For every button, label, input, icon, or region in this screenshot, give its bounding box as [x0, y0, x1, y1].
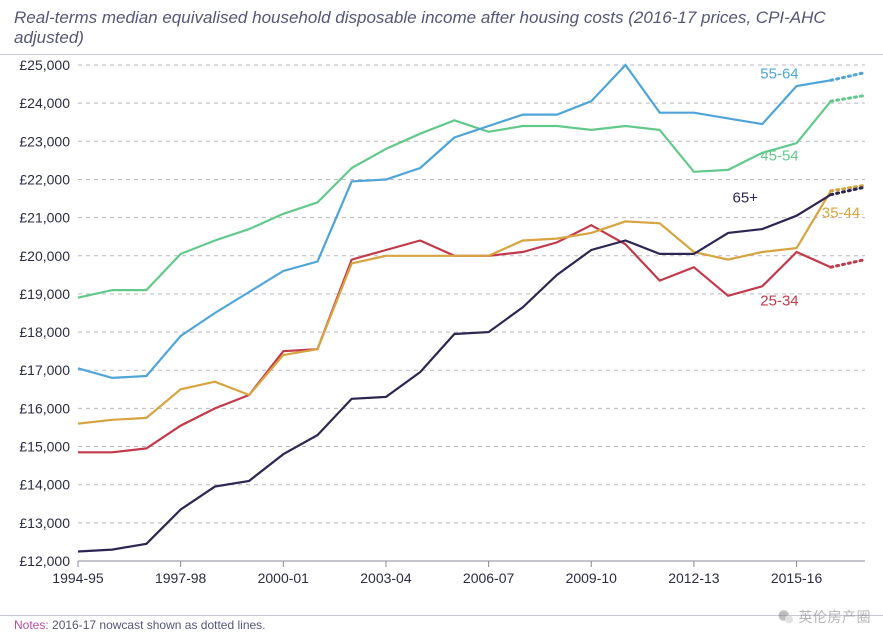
y-axis-label: £13,000 — [19, 515, 70, 531]
series-label-25-34: 25-34 — [760, 292, 798, 309]
y-axis-label: £19,000 — [19, 286, 70, 302]
x-axis-label: 2003-04 — [360, 570, 412, 586]
y-axis-label: £17,000 — [19, 362, 70, 378]
series-label-45-54: 45-54 — [760, 147, 798, 164]
y-axis-label: £24,000 — [19, 95, 70, 111]
nowcast-45-54 — [831, 96, 865, 102]
y-axis-label: £22,000 — [19, 171, 70, 187]
x-axis-label: 1994-95 — [52, 570, 104, 586]
series-label-55-64: 55-64 — [760, 65, 798, 82]
y-axis-label: £21,000 — [19, 210, 70, 226]
series-label-35-44: 35-44 — [822, 205, 860, 222]
x-axis-label: 2006-07 — [463, 570, 515, 586]
x-axis-label: 2012-13 — [668, 570, 720, 586]
series-55-64 — [78, 65, 831, 378]
y-axis-label: £18,000 — [19, 324, 70, 340]
series-35-44 — [78, 191, 831, 424]
nowcast-55-64 — [831, 73, 865, 81]
chart-title: Real-terms median equivalised household … — [0, 0, 883, 55]
y-axis-label: £12,000 — [19, 553, 70, 569]
x-axis-label: 1997-98 — [155, 570, 207, 586]
y-axis-label: £23,000 — [19, 133, 70, 149]
series-45-54 — [78, 101, 831, 298]
x-axis-label: 2009-10 — [566, 570, 618, 586]
chart-area: £12,000 £13,000 £14,000 £15,000 £16,000 £17,0… — [0, 55, 883, 615]
watermark: 英伦房产圈 — [777, 607, 872, 627]
y-axis-label: £15,000 — [19, 439, 70, 455]
x-axis-label: 2015-16 — [771, 570, 823, 586]
notes-text: 2016-17 nowcast shown as dotted lines. — [52, 618, 265, 632]
notes-line: Notes: 2016-17 nowcast shown as dotted l… — [0, 615, 883, 633]
y-axis-label: £25,000 — [19, 57, 70, 73]
y-axis-label: £20,000 — [19, 248, 70, 264]
watermark-text: 英伦房产圈 — [799, 609, 872, 625]
series-label-65+: 65+ — [733, 189, 759, 206]
notes-label: Notes: — [14, 618, 49, 632]
wechat-icon — [777, 608, 795, 626]
y-axis-label: £16,000 — [19, 400, 70, 416]
line-chart-svg: £12,000 £13,000 £14,000 £15,000 £16,000 £17,0… — [0, 55, 883, 595]
series-25-34 — [78, 225, 831, 452]
series-65+ — [78, 195, 831, 552]
y-axis-label: £14,000 — [19, 477, 70, 493]
nowcast-25-34 — [831, 260, 865, 268]
x-axis-label: 2000-01 — [258, 570, 310, 586]
